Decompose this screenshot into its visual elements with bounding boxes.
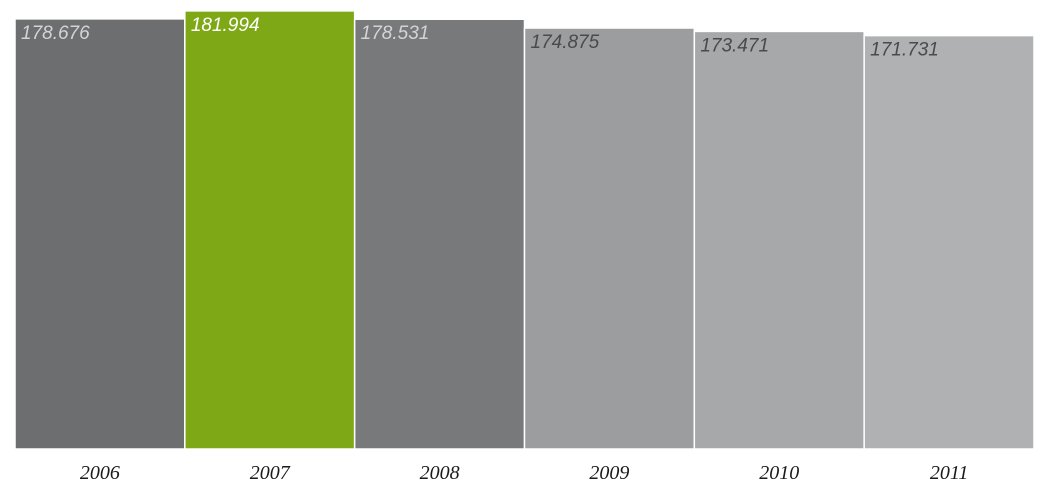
bar-value-label-2010: 173.471: [700, 35, 769, 56]
bar-2006: [14, 18, 186, 450]
bar-value-label-2006: 178.676: [21, 23, 90, 44]
bar-value-label-2008: 178.531: [361, 23, 430, 44]
x-tick-label-2008: 2008: [420, 462, 460, 483]
bar-2010: [693, 30, 865, 450]
x-tick-label-2011: 2011: [930, 462, 969, 483]
x-tick-label-2006: 2006: [80, 462, 120, 483]
bars-group: [14, 10, 1035, 450]
bar-2007: [184, 10, 356, 450]
bar-2009: [523, 27, 696, 450]
x-tick-label-2007: 2007: [250, 462, 291, 483]
bar-2011: [863, 34, 1035, 450]
x-tick-labels-group: 2006 2007 2008 2009 2010 2011: [80, 462, 968, 483]
bar-labels-group: 178.676 181.994 178.531 174.875 173.471 171.7…: [21, 15, 939, 61]
bar-value-label-2009: 174.875: [531, 32, 600, 53]
bar-value-label-2007: 181.994: [191, 15, 260, 36]
x-tick-label-2010: 2010: [759, 462, 799, 483]
bar-value-label-2011: 171.731: [870, 40, 939, 61]
x-tick-label-2009: 2009: [589, 462, 629, 483]
bar-2008: [353, 18, 526, 450]
